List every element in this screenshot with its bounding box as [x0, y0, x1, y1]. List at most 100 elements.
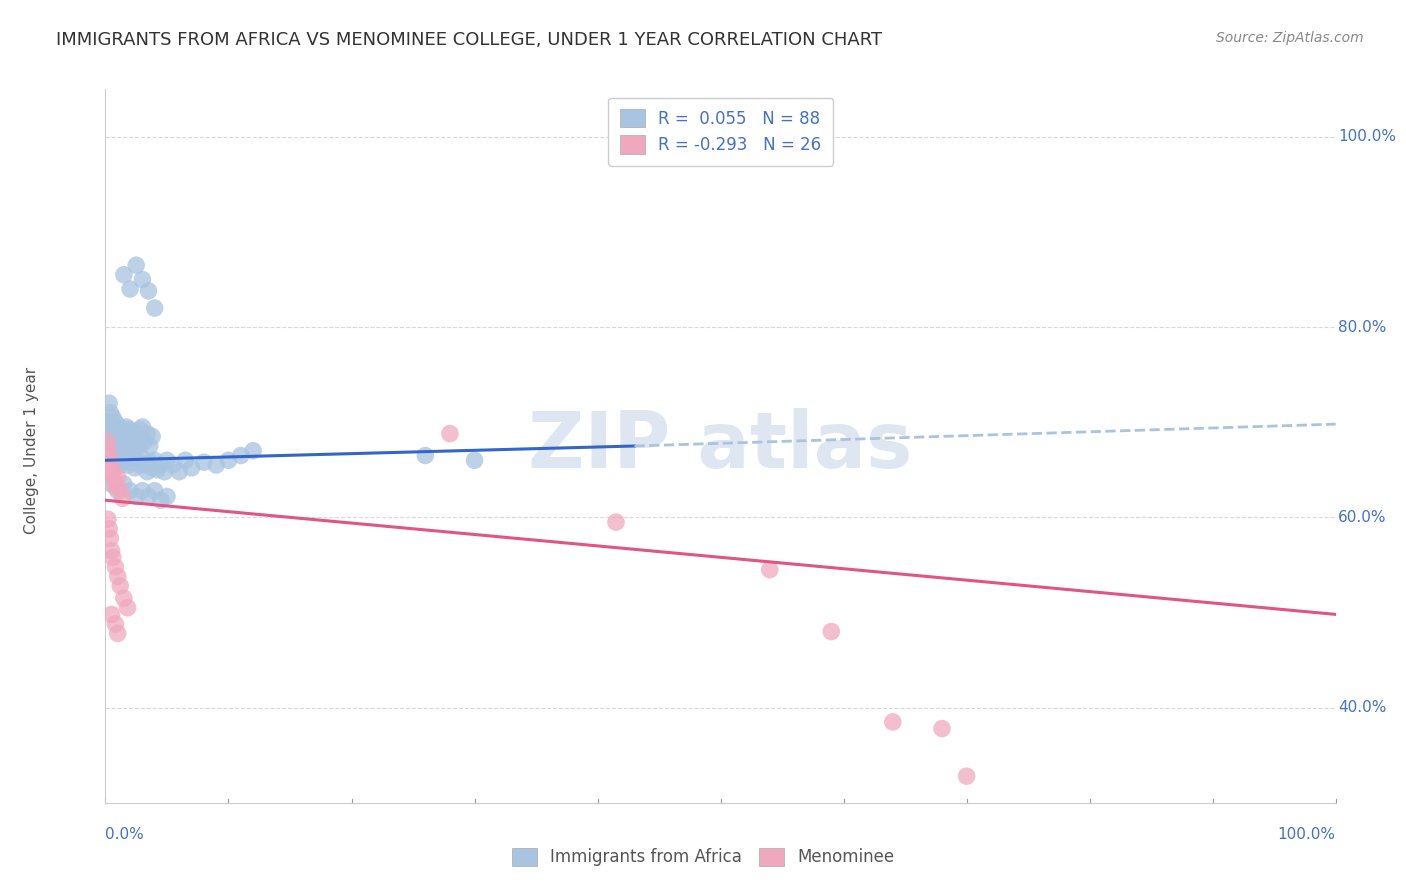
Point	[138, 284, 160, 298]
Point	[134, 434, 156, 449]
Point	[127, 453, 149, 467]
Point	[131, 483, 153, 498]
Point	[129, 458, 152, 472]
Point	[96, 415, 118, 429]
Point	[180, 461, 202, 475]
Text: Source: ZipAtlas.com: Source: ZipAtlas.com	[1216, 31, 1364, 45]
Point	[125, 434, 148, 449]
Point	[110, 579, 132, 593]
Point	[143, 301, 166, 315]
Point	[103, 420, 125, 434]
Point	[112, 477, 135, 491]
Point	[882, 714, 904, 729]
Text: College, Under 1 year: College, Under 1 year	[24, 368, 39, 534]
Point	[101, 410, 124, 425]
Point	[120, 451, 141, 466]
Point	[98, 455, 122, 469]
Point	[120, 436, 142, 450]
Point	[104, 616, 127, 631]
Point	[107, 425, 129, 439]
Point	[169, 465, 191, 479]
Point	[229, 449, 252, 463]
Point	[97, 429, 120, 443]
Point	[156, 490, 179, 504]
Text: ZIP atlas: ZIP atlas	[529, 408, 912, 484]
Text: 100.0%: 100.0%	[1278, 827, 1336, 841]
Point	[105, 436, 128, 450]
Point	[104, 415, 127, 429]
Point	[605, 515, 627, 529]
Point	[104, 429, 127, 443]
Point	[146, 463, 169, 477]
Point	[111, 423, 134, 437]
Point	[100, 463, 122, 477]
Point	[136, 426, 159, 441]
Point	[131, 420, 153, 434]
Point	[110, 420, 132, 434]
Point	[820, 624, 842, 639]
Point	[121, 429, 143, 443]
Point	[136, 465, 159, 479]
Point	[156, 453, 179, 467]
Text: IMMIGRANTS FROM AFRICA VS MENOMINEE COLLEGE, UNDER 1 YEAR CORRELATION CHART: IMMIGRANTS FROM AFRICA VS MENOMINEE COLL…	[56, 31, 883, 49]
Point	[105, 420, 128, 434]
Point	[108, 426, 131, 441]
Point	[153, 465, 176, 479]
Point	[117, 434, 139, 449]
Point	[218, 453, 240, 467]
Point	[100, 434, 122, 449]
Point	[103, 474, 125, 488]
Point	[97, 420, 120, 434]
Point	[98, 522, 121, 536]
Point	[205, 458, 228, 472]
Point	[111, 491, 134, 506]
Point	[464, 453, 486, 467]
Text: 0.0%: 0.0%	[105, 827, 145, 841]
Point	[114, 449, 136, 463]
Point	[439, 426, 461, 441]
Point	[117, 458, 139, 472]
Point	[931, 722, 953, 736]
Point	[131, 451, 153, 466]
Point	[149, 493, 172, 508]
Point	[127, 426, 149, 441]
Point	[141, 461, 163, 475]
Point	[143, 453, 166, 467]
Point	[107, 483, 129, 498]
Point	[98, 396, 121, 410]
Point	[100, 607, 122, 622]
Point	[98, 406, 122, 420]
Point	[97, 442, 120, 456]
Point	[193, 455, 215, 469]
Point	[134, 458, 156, 472]
Point	[120, 282, 141, 296]
Point	[107, 626, 129, 640]
Point	[120, 423, 141, 437]
Point	[117, 600, 139, 615]
Point	[759, 563, 782, 577]
Point	[101, 550, 124, 565]
Point	[128, 439, 150, 453]
Point	[112, 429, 135, 443]
Point	[138, 439, 162, 453]
Point	[101, 467, 124, 482]
Text: 60.0%: 60.0%	[1339, 510, 1386, 524]
Point	[112, 591, 135, 606]
Point	[138, 455, 162, 469]
Point	[413, 449, 436, 463]
Point	[100, 477, 122, 491]
Text: 100.0%: 100.0%	[1339, 129, 1396, 145]
Point	[98, 531, 122, 545]
Point	[162, 458, 184, 472]
Point	[141, 429, 163, 443]
Point	[121, 455, 143, 469]
Point	[101, 425, 124, 439]
Point	[149, 458, 172, 472]
Point	[112, 455, 135, 469]
Text: 40.0%: 40.0%	[1339, 700, 1386, 715]
Point	[100, 543, 122, 558]
Point	[114, 439, 136, 453]
Point	[118, 426, 141, 441]
Point	[131, 272, 153, 286]
Point	[98, 415, 121, 429]
